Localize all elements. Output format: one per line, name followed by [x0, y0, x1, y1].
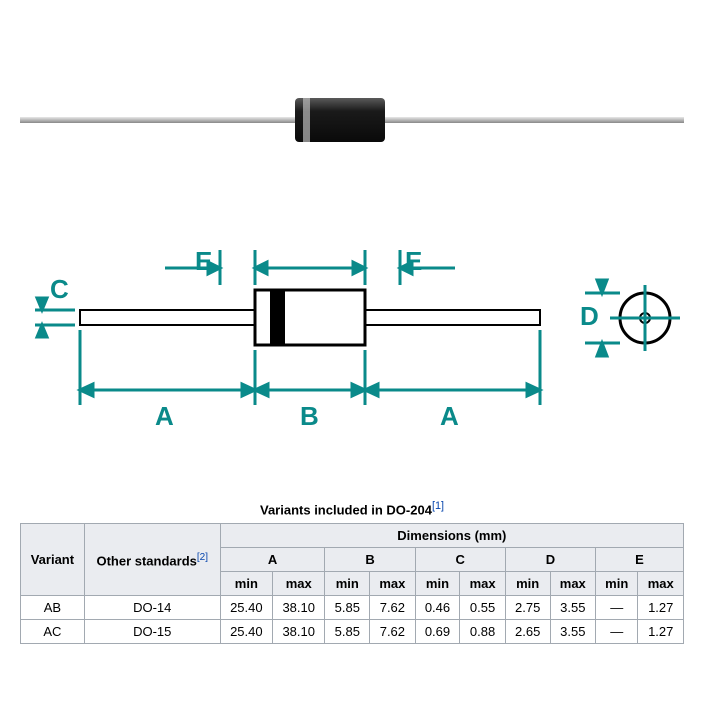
th-sub: max [550, 572, 595, 596]
ref-link-2[interactable]: [2] [197, 552, 208, 563]
cell-value: 1.27 [638, 620, 684, 644]
cell-variant: AB [21, 596, 85, 620]
cell-value: 25.40 [220, 620, 272, 644]
table-caption: Variants included in DO-204[1] [20, 500, 684, 517]
label-a2: A [440, 401, 459, 431]
cell-value: 2.75 [505, 596, 550, 620]
cell-value: 38.10 [273, 596, 325, 620]
dimension-diagram: C D E E [20, 230, 684, 430]
cell-other: DO-15 [84, 620, 220, 644]
cell-other: DO-14 [84, 596, 220, 620]
cell-value: 7.62 [370, 620, 415, 644]
cell-value: 0.46 [415, 596, 460, 620]
label-c: C [50, 274, 69, 304]
th-sub: min [220, 572, 272, 596]
th-dim: D [505, 548, 595, 572]
variants-table: Variant Other standards[2] Dimensions (m… [20, 523, 684, 644]
th-dim: B [325, 548, 415, 572]
label-b: B [300, 401, 319, 431]
diode-photo [20, 80, 684, 160]
cell-value: 38.10 [273, 620, 325, 644]
ref-link-1[interactable]: [1] [432, 500, 444, 512]
th-sub: min [505, 572, 550, 596]
cell-value: 0.55 [460, 596, 505, 620]
cell-value: 3.55 [550, 596, 595, 620]
table-row: ABDO-1425.4038.105.857.620.460.552.753.5… [21, 596, 684, 620]
cell-variant: AC [21, 620, 85, 644]
cell-value: 0.88 [460, 620, 505, 644]
cell-value: 5.85 [325, 620, 370, 644]
table-row: ACDO-1525.4038.105.857.620.690.882.653.5… [21, 620, 684, 644]
th-other: Other standards[2] [84, 524, 220, 596]
label-d: D [580, 301, 599, 331]
th-sub: min [325, 572, 370, 596]
cell-value: 3.55 [550, 620, 595, 644]
label-a1: A [155, 401, 174, 431]
cell-value: 1.27 [638, 596, 684, 620]
cell-value: 5.85 [325, 596, 370, 620]
th-sub: max [273, 572, 325, 596]
th-dim: A [220, 548, 325, 572]
th-sub: max [638, 572, 684, 596]
th-variant: Variant [21, 524, 85, 596]
cell-value: — [596, 620, 638, 644]
th-dim: E [596, 548, 684, 572]
th-sub: max [460, 572, 505, 596]
th-dimensions: Dimensions (mm) [220, 524, 683, 548]
cell-value: 2.65 [505, 620, 550, 644]
th-sub: min [415, 572, 460, 596]
cell-value: 7.62 [370, 596, 415, 620]
cell-value: — [596, 596, 638, 620]
cell-value: 25.40 [220, 596, 272, 620]
variants-table-container: Variants included in DO-204[1] Variant O… [20, 500, 684, 644]
th-dim: C [415, 548, 505, 572]
cell-value: 0.69 [415, 620, 460, 644]
th-sub: min [596, 572, 638, 596]
th-sub: max [370, 572, 415, 596]
